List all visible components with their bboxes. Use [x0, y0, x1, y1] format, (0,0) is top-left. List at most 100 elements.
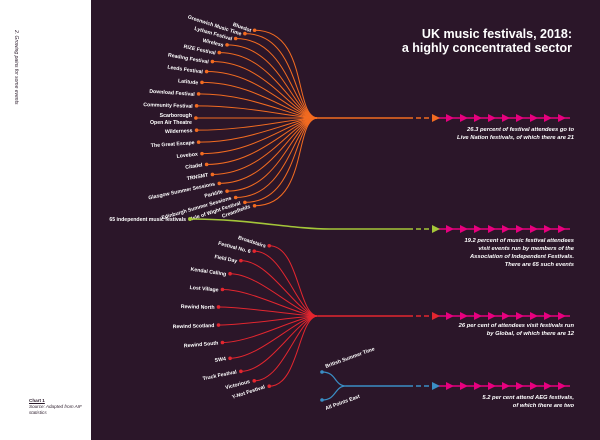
festival-label: Reading Festival — [167, 52, 209, 65]
festival-label: Citadel — [185, 162, 204, 170]
festival-label: Parklife — [204, 189, 224, 199]
global-arrow — [530, 312, 538, 320]
aeg-dot — [320, 398, 324, 402]
global-branch — [218, 306, 319, 317]
aeg-arrow — [502, 382, 510, 390]
aeg-arrow — [516, 382, 524, 390]
live-nation-arrow — [558, 114, 566, 122]
aeg-arrow — [530, 382, 538, 390]
global-dot — [239, 369, 243, 374]
festival-label: Lost Village — [189, 285, 219, 293]
group-annotation: There are 65 such events — [505, 262, 575, 268]
live-nation-branch — [196, 117, 319, 131]
festival-label: 65 independent music festivals — [109, 217, 186, 223]
live-nation-dot — [204, 69, 209, 74]
independent-arrow — [474, 225, 482, 233]
live-nation-branch — [235, 38, 319, 119]
live-nation-dot — [210, 172, 215, 177]
live-nation-dot — [210, 59, 215, 64]
festival-label: Truck Festival — [202, 369, 238, 382]
live-nation-arrow — [432, 114, 440, 122]
festival-label: Wilderness — [165, 128, 193, 135]
aeg-arrow — [432, 382, 440, 390]
global-branch — [254, 315, 319, 382]
aeg-branch — [321, 385, 347, 401]
group-annotation: 26 per cent of attendees visit festivals… — [458, 323, 575, 329]
group-annotation: 19.2 percent of music festival attendees — [464, 238, 574, 244]
festival-label: SW4 — [214, 356, 226, 364]
side-note: 2. Growing pains for some events — [13, 30, 19, 105]
global-arrow — [446, 312, 454, 320]
festival-label: Rewind North — [181, 304, 215, 311]
group-annotation: Live Nation festivals, of which there ar… — [457, 135, 574, 141]
live-nation-arrow — [544, 114, 552, 122]
festival-label: British Summer Time — [325, 346, 376, 369]
global-dot — [267, 384, 272, 389]
global-branch — [269, 245, 319, 317]
live-nation-dot — [252, 28, 257, 33]
live-nation-dot — [204, 162, 209, 167]
global-arrow — [432, 312, 440, 320]
festival-label: TRNSMT — [186, 172, 209, 182]
independent-arrow — [488, 225, 496, 233]
live-nation-dot — [200, 151, 204, 156]
global-branch — [240, 260, 319, 317]
festival-label: The Great Escape — [151, 140, 195, 149]
festival-label: Rewind Scotland — [173, 323, 215, 330]
live-nation-dot — [217, 181, 222, 186]
live-nation-dot — [252, 203, 257, 208]
festival-label: Wireless — [202, 38, 224, 49]
live-nation-branch — [254, 29, 319, 119]
live-nation-dot — [194, 116, 198, 120]
live-nation-dot — [200, 80, 204, 85]
group-annotation: by Global, of which there are 12 — [487, 331, 575, 337]
live-nation-arrow — [502, 114, 510, 122]
chart-title-line: a highly concentrated sector — [402, 41, 572, 55]
group-annotation: visit events run by members of the — [478, 246, 574, 252]
global-dot — [228, 271, 232, 276]
global-dot — [239, 258, 243, 263]
live-nation-dot — [243, 200, 247, 205]
live-nation-branch — [244, 33, 319, 119]
festival-label: All Points East — [325, 394, 361, 412]
live-nation-dot — [196, 140, 201, 144]
independent-arrow — [558, 225, 566, 233]
global-dot — [216, 323, 221, 327]
festival-label: Latitude — [178, 78, 199, 86]
festival-label: Field Day — [214, 254, 238, 264]
global-arrow — [488, 312, 496, 320]
chart-caption: Chart 1 Source: Adapted from AIF statist… — [29, 398, 91, 416]
aeg-branch — [321, 371, 347, 387]
festival-label: Leeds Festival — [167, 65, 204, 76]
festival-label: Scarborough — [160, 113, 192, 119]
global-branch — [222, 289, 319, 317]
independent-stream — [189, 218, 408, 230]
global-arrow — [502, 312, 510, 320]
group-annotation: Association of Independent Festivals. — [469, 254, 574, 260]
global-dot — [220, 340, 225, 345]
global-branch — [222, 315, 319, 343]
global-dot — [228, 356, 232, 361]
group-annotation: of which there are two — [513, 403, 575, 409]
live-nation-dot — [243, 31, 247, 36]
live-nation-dot — [225, 43, 229, 47]
group-annotation: 5.2 per cent attend AEG festivals, — [482, 395, 574, 401]
aeg-arrow — [460, 382, 468, 390]
live-nation-arrow — [530, 114, 538, 122]
global-arrow — [558, 312, 566, 320]
group-annotation: 26.3 percent of festival attendees go to — [466, 127, 574, 133]
global-arrow — [474, 312, 482, 320]
live-nation-arrow — [446, 114, 454, 122]
aeg-arrow — [474, 382, 482, 390]
live-nation-dot — [196, 92, 201, 96]
live-nation-branch — [212, 61, 319, 119]
live-nation-arrow — [488, 114, 496, 122]
global-branch — [240, 315, 319, 372]
live-nation-dot — [194, 128, 199, 132]
independent-arrow — [502, 225, 510, 233]
global-dot — [220, 287, 225, 292]
caption-title: Chart 1 — [29, 398, 45, 403]
independent-arrow — [544, 225, 552, 233]
